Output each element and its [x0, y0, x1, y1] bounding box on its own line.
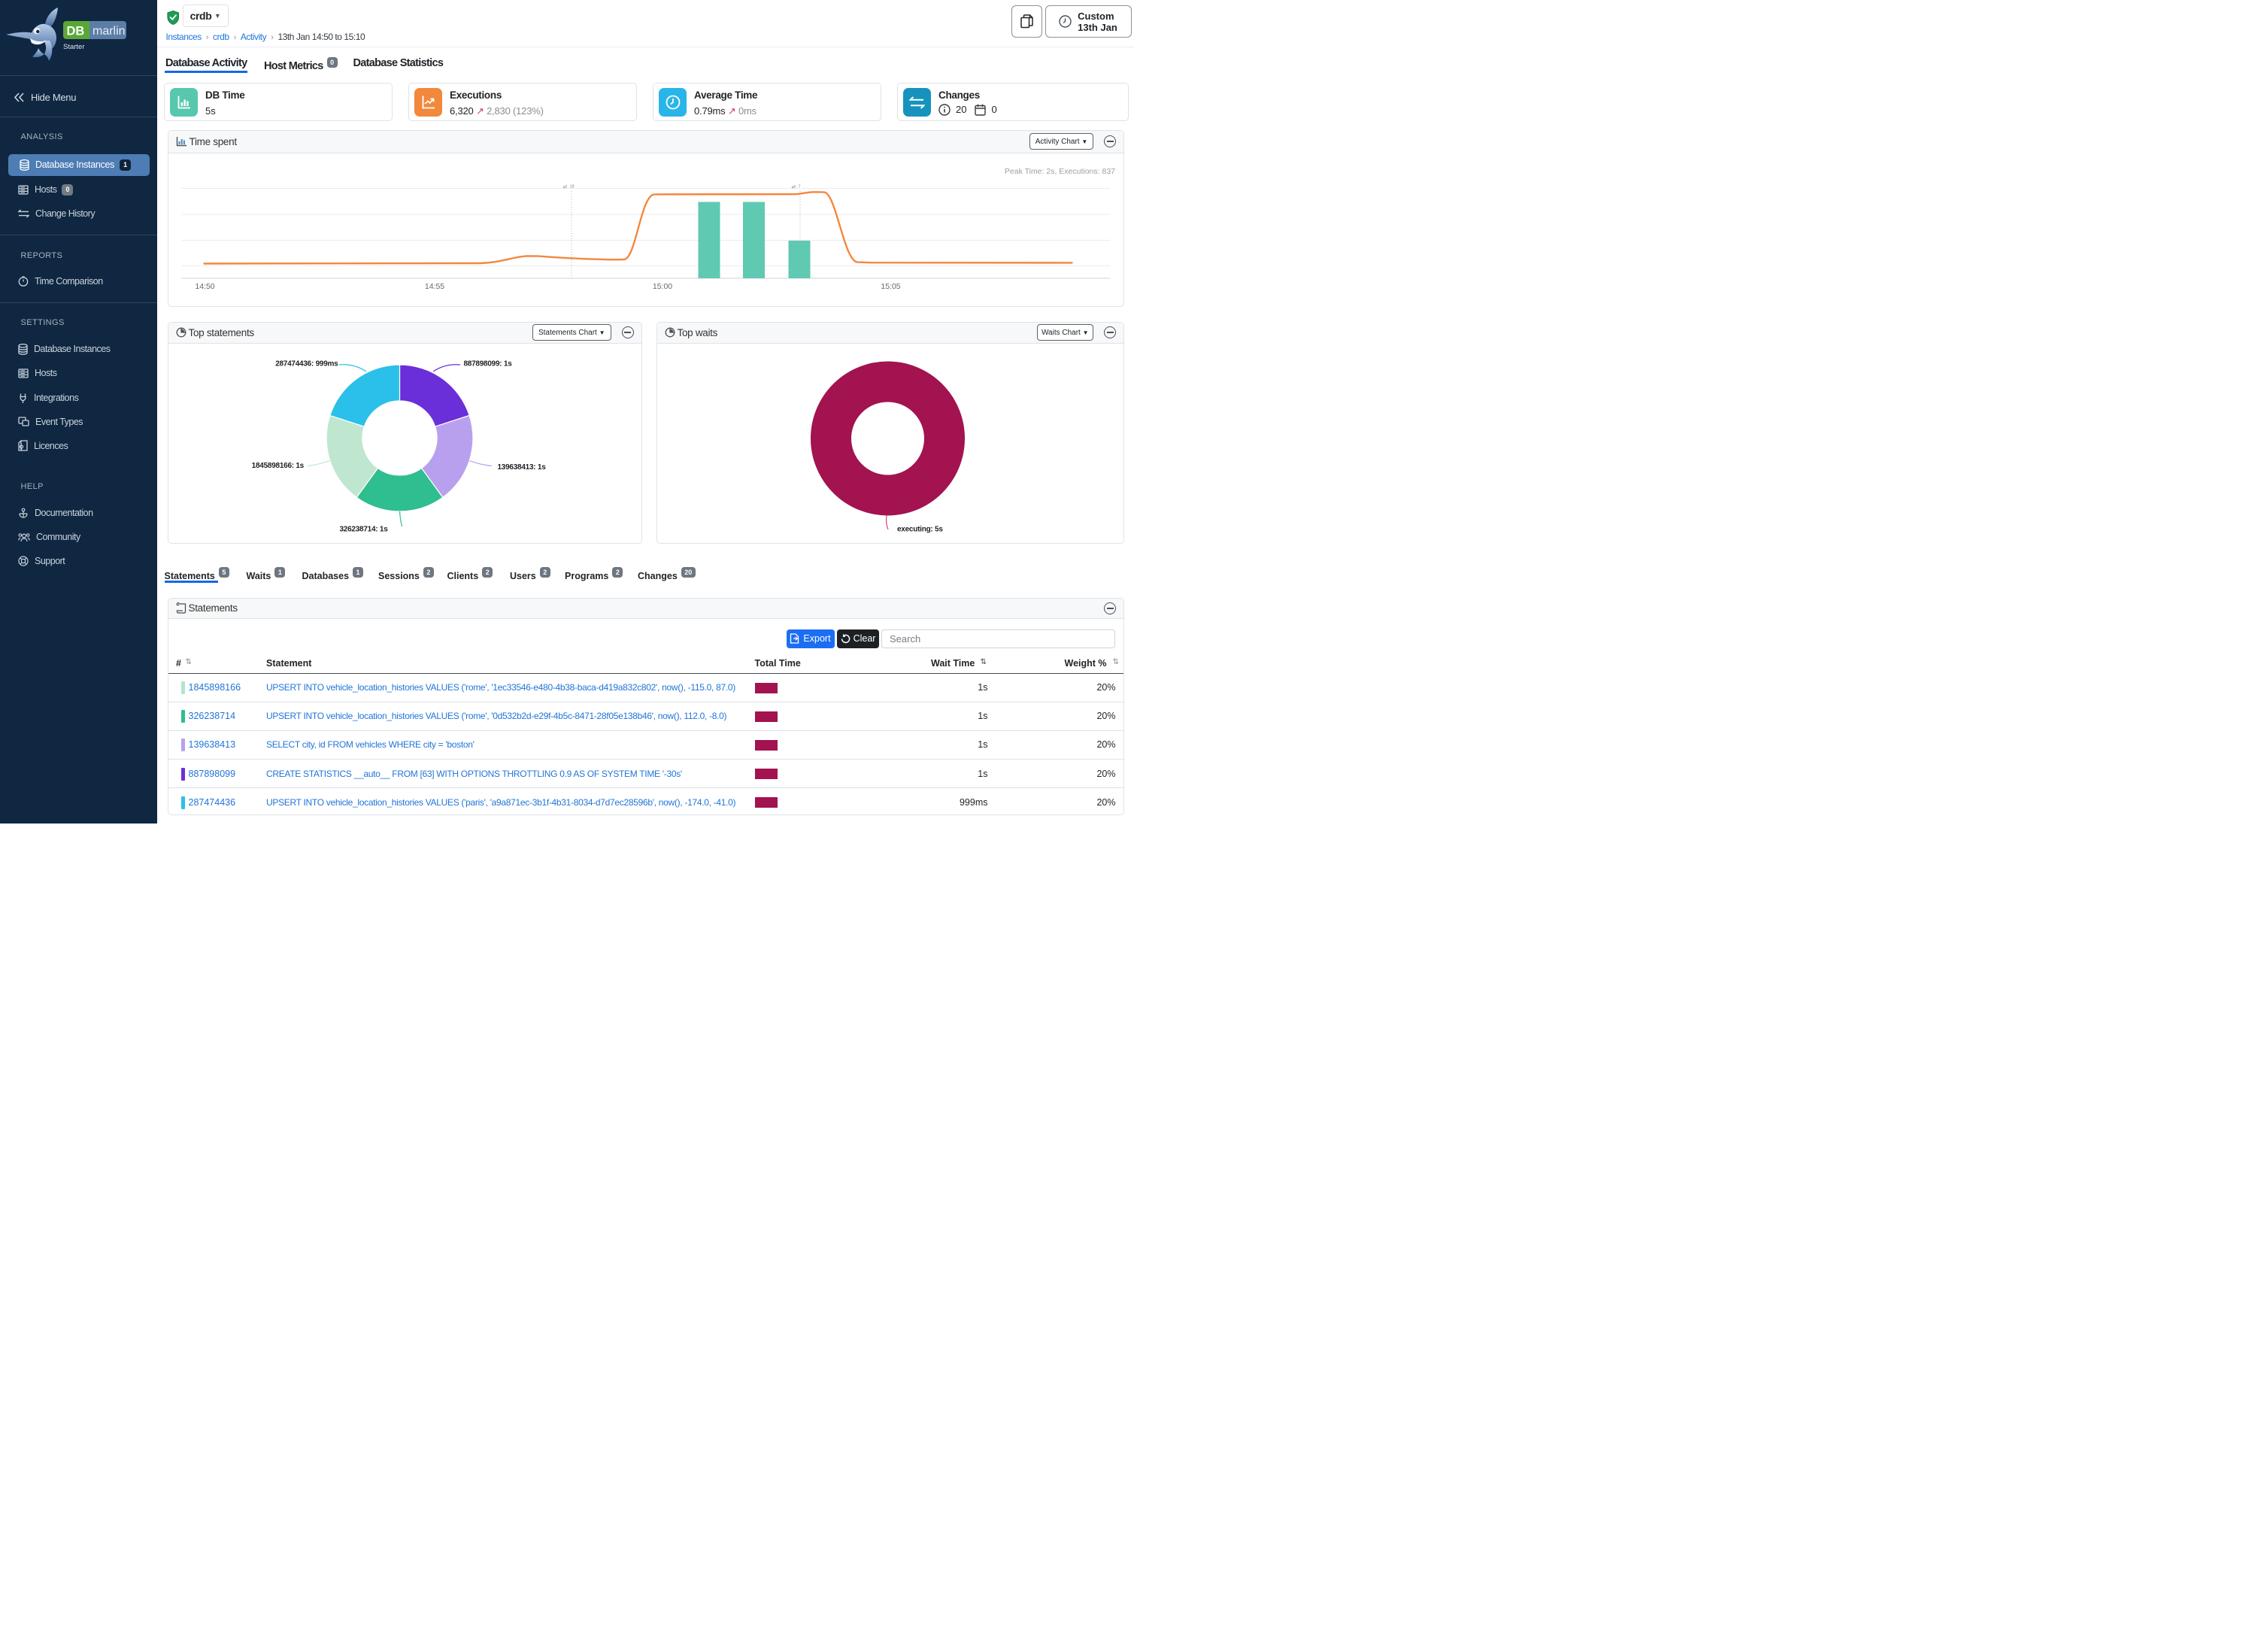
- svg-text:18: 18: [569, 184, 574, 189]
- svg-text:Starter: Starter: [63, 43, 85, 51]
- svg-text:15:00: 15:00: [652, 282, 672, 291]
- svg-text:287474436: 999ms: 287474436: 999ms: [275, 359, 338, 368]
- svg-text:15:05: 15:05: [881, 282, 900, 291]
- svg-text:1845898166: 1s: 1845898166: 1s: [251, 462, 304, 470]
- svg-text:326238714: 1s: 326238714: 1s: [339, 525, 388, 533]
- svg-text:executing: 5s: executing: 5s: [897, 525, 943, 533]
- svg-text:marlin: marlin: [92, 25, 126, 38]
- svg-text:14:55: 14:55: [424, 282, 444, 291]
- svg-text:⇄: ⇄: [791, 184, 796, 190]
- svg-text:139638413: 1s: 139638413: 1s: [497, 463, 546, 472]
- svg-text:⇄: ⇄: [562, 184, 567, 190]
- svg-text:7: 7: [798, 184, 800, 189]
- svg-text:14:50: 14:50: [195, 282, 214, 291]
- svg-text:DB: DB: [67, 25, 85, 38]
- svg-text:887898099: 1s: 887898099: 1s: [463, 359, 512, 368]
